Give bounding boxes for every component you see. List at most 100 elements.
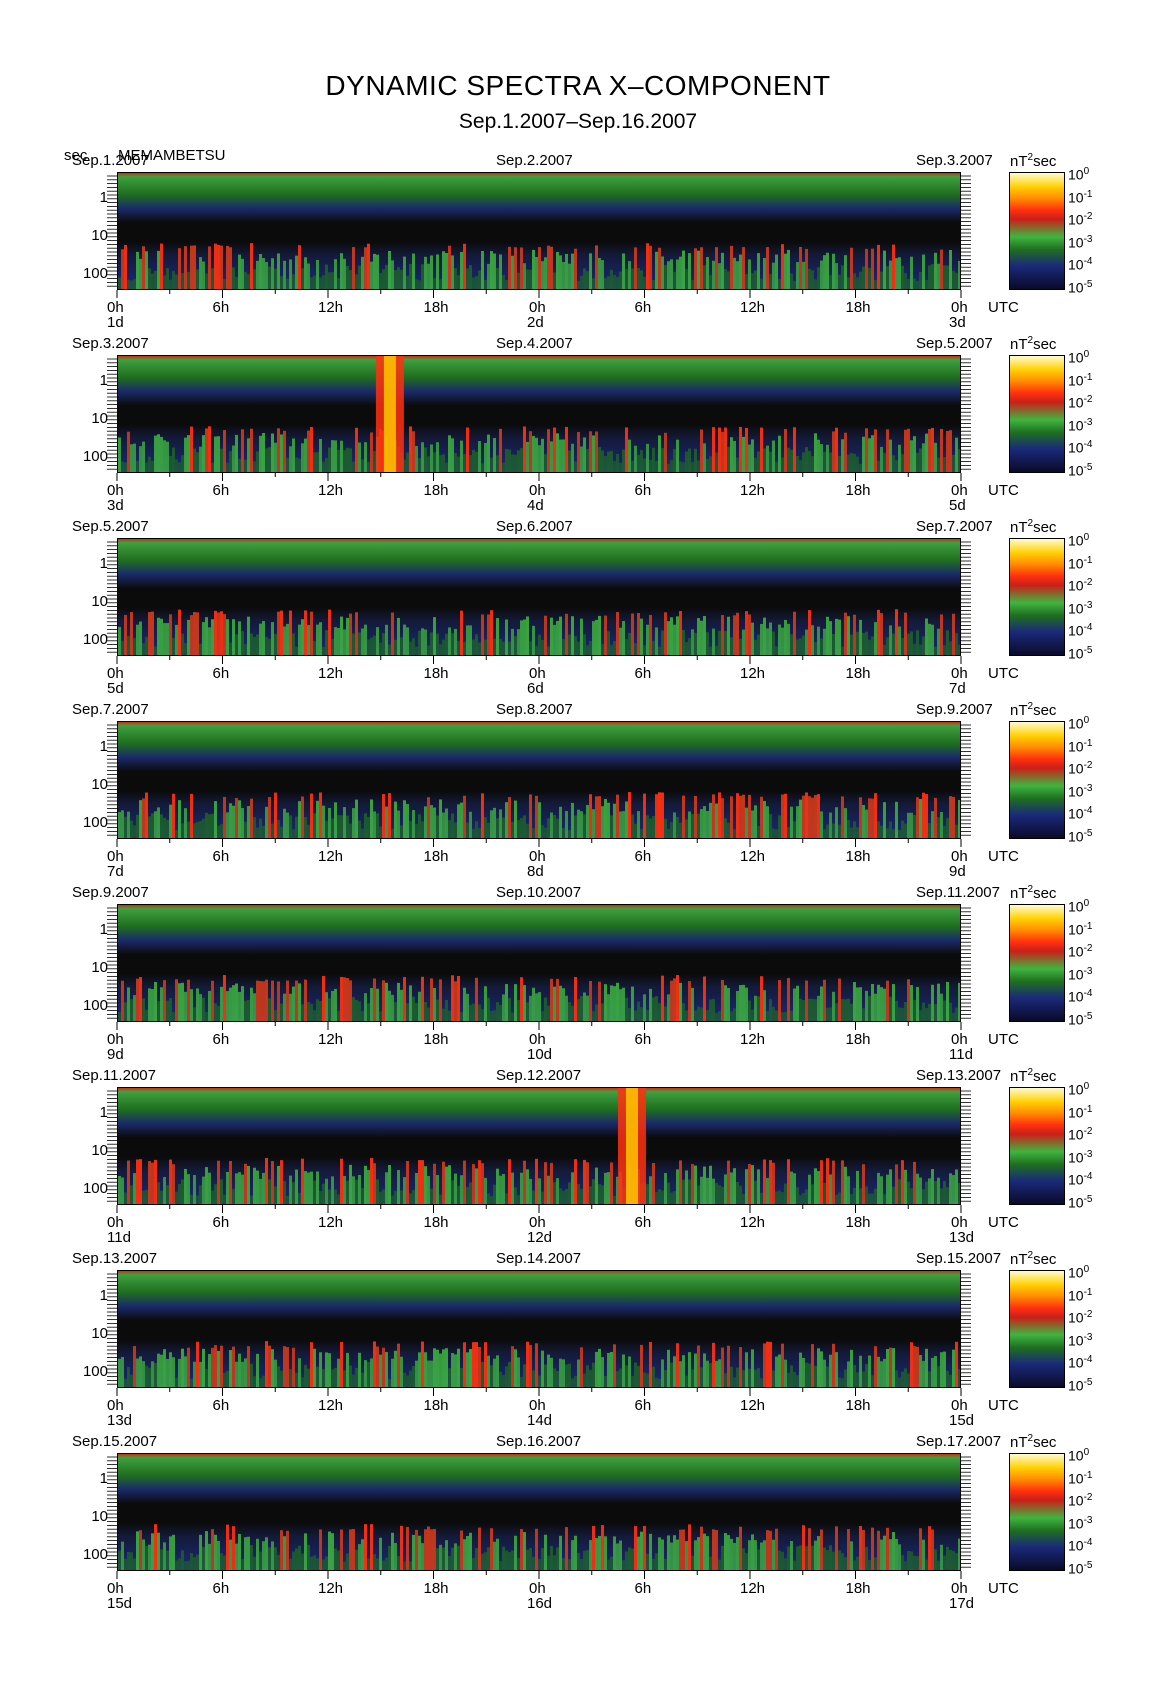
- date-label-mid: Sep.4.2007: [496, 335, 573, 352]
- x-tick-label: 12h: [740, 848, 766, 865]
- colorbar-label: 10-2: [1068, 394, 1093, 411]
- spectrogram-image: [118, 1088, 960, 1204]
- x-tick-label: 0h: [107, 665, 124, 682]
- x-tick-label: 0h: [107, 848, 124, 865]
- y-tick-label: 10: [91, 227, 108, 244]
- x-tick-label: 12h: [318, 848, 344, 865]
- y-tick-label: 100: [82, 997, 108, 1014]
- colorbar-label: 10-1: [1068, 920, 1093, 938]
- day-label-left: 7d: [107, 863, 124, 880]
- x-tick-label: 18h: [423, 1580, 449, 1597]
- day-label-mid: 8d: [527, 863, 544, 880]
- colorbar: [1009, 721, 1065, 839]
- station-name: MEMAMBETSU: [118, 147, 226, 164]
- date-label-left: Sep.9.2007: [72, 884, 149, 901]
- y-tick-label: 100: [82, 1363, 108, 1380]
- colorbar-label: 10-1: [1068, 188, 1093, 206]
- power-unit-label: nT2sec: [1010, 152, 1057, 170]
- x-tick-label: 0h: [107, 1214, 124, 1231]
- x-tick-label: 6h: [212, 1580, 230, 1597]
- colorbar: [1009, 172, 1065, 290]
- x-tick-label: 0h: [951, 482, 968, 499]
- y-tick-label: 10: [91, 776, 108, 793]
- colorbar-label: 10-4: [1068, 256, 1093, 273]
- day-label-right: 3d: [949, 314, 966, 331]
- x-tick-label: 0h: [951, 299, 968, 316]
- colorbar-label: 10-1: [1068, 1469, 1093, 1487]
- x-tick-label: 18h: [845, 1397, 871, 1414]
- spectrogram-image: [118, 1454, 960, 1570]
- x-tick-label: 0h: [107, 1031, 124, 1048]
- colorbar-label: 10-4: [1068, 1354, 1093, 1371]
- x-tick-label: 0h: [107, 1580, 124, 1597]
- spectrogram-image: [118, 905, 960, 1021]
- x-tick-label: 0h: [529, 848, 546, 865]
- y-tick-label: 1: [99, 189, 108, 206]
- colorbar-label: 10-3: [1068, 233, 1093, 251]
- x-tick-label: 18h: [423, 1397, 449, 1414]
- date-label-right: Sep.9.2007: [916, 701, 993, 718]
- date-label-right: Sep.17.2007: [916, 1433, 1002, 1450]
- x-tick-label: 6h: [634, 482, 652, 499]
- colorbar: [1009, 904, 1065, 1022]
- date-label-mid: Sep.8.2007: [496, 701, 573, 718]
- x-tick-label: 12h: [740, 1031, 766, 1048]
- x-tick-label: 18h: [423, 1214, 449, 1231]
- colorbar-label: 10-3: [1068, 965, 1093, 983]
- x-tick-label: 6h: [212, 665, 230, 682]
- colorbar-label: 10-5: [1068, 644, 1093, 662]
- x-tick-label: 0h: [951, 848, 968, 865]
- date-label-left: Sep.7.2007: [72, 701, 149, 718]
- colorbar-label: 100: [1068, 532, 1090, 549]
- y-tick-label: 1: [99, 372, 108, 389]
- x-tick-label: 18h: [845, 665, 871, 682]
- y-tick-label: 1: [99, 1104, 108, 1121]
- colorbar-label: 10-4: [1068, 988, 1093, 1005]
- x-tick-label: 18h: [845, 848, 871, 865]
- day-label-mid: 12d: [527, 1229, 553, 1246]
- colorbar: [1009, 538, 1065, 656]
- x-tick-label: 18h: [423, 482, 449, 499]
- day-label-mid: 14d: [527, 1412, 553, 1429]
- colorbar-label: 10-4: [1068, 622, 1093, 639]
- date-label-mid: Sep.14.2007: [496, 1250, 582, 1267]
- day-label-left: 9d: [107, 1046, 124, 1063]
- utc-label: UTC: [988, 482, 1019, 499]
- spectrum-panel: Sep.3.2007 Sep.4.2007 Sep.5.2007 nT2sec 1 10 1…: [0, 335, 1156, 518]
- utc-label: UTC: [988, 1397, 1019, 1414]
- colorbar-label: 10-2: [1068, 943, 1093, 960]
- day-label-mid: 10d: [527, 1046, 553, 1063]
- colorbar-label: 10-3: [1068, 599, 1093, 617]
- x-tick-label: 0h: [529, 665, 546, 682]
- x-tick-label: 6h: [634, 665, 652, 682]
- utc-label: UTC: [988, 299, 1019, 316]
- x-tick-label: 18h: [423, 665, 449, 682]
- colorbar-label: 10-5: [1068, 1193, 1093, 1211]
- y-tick-label: 100: [82, 1180, 108, 1197]
- y-tick-label: 1: [99, 555, 108, 572]
- date-label-mid: Sep.16.2007: [496, 1433, 582, 1450]
- colorbar-label: 10-2: [1068, 760, 1093, 777]
- date-label-left: Sep.5.2007: [72, 518, 149, 535]
- spectrogram: [117, 1087, 961, 1205]
- date-label-left: Sep.11.2007: [72, 1067, 156, 1084]
- x-tick-label: 6h: [634, 1031, 652, 1048]
- power-unit-label: nT2sec: [1010, 701, 1057, 719]
- date-label-mid: Sep.2.2007: [496, 152, 573, 169]
- day-label-right: 13d: [949, 1229, 975, 1246]
- colorbar-label: 10-2: [1068, 1126, 1093, 1143]
- y-tick-label: 1: [99, 1470, 108, 1487]
- day-label-left: 13d: [107, 1412, 133, 1429]
- x-tick-label: 0h: [951, 665, 968, 682]
- day-label-left: 15d: [107, 1595, 133, 1612]
- colorbar-label: 10-4: [1068, 439, 1093, 456]
- y-tick-label: 100: [82, 448, 108, 465]
- x-tick-label: 12h: [318, 299, 344, 316]
- colorbar-label: 10-1: [1068, 371, 1093, 389]
- colorbar: [1009, 1270, 1065, 1388]
- date-label-mid: Sep.10.2007: [496, 884, 582, 901]
- x-tick-label: 12h: [740, 299, 766, 316]
- y-tick-label: 10: [91, 959, 108, 976]
- spectrogram: [117, 721, 961, 839]
- x-tick-label: 0h: [951, 1031, 968, 1048]
